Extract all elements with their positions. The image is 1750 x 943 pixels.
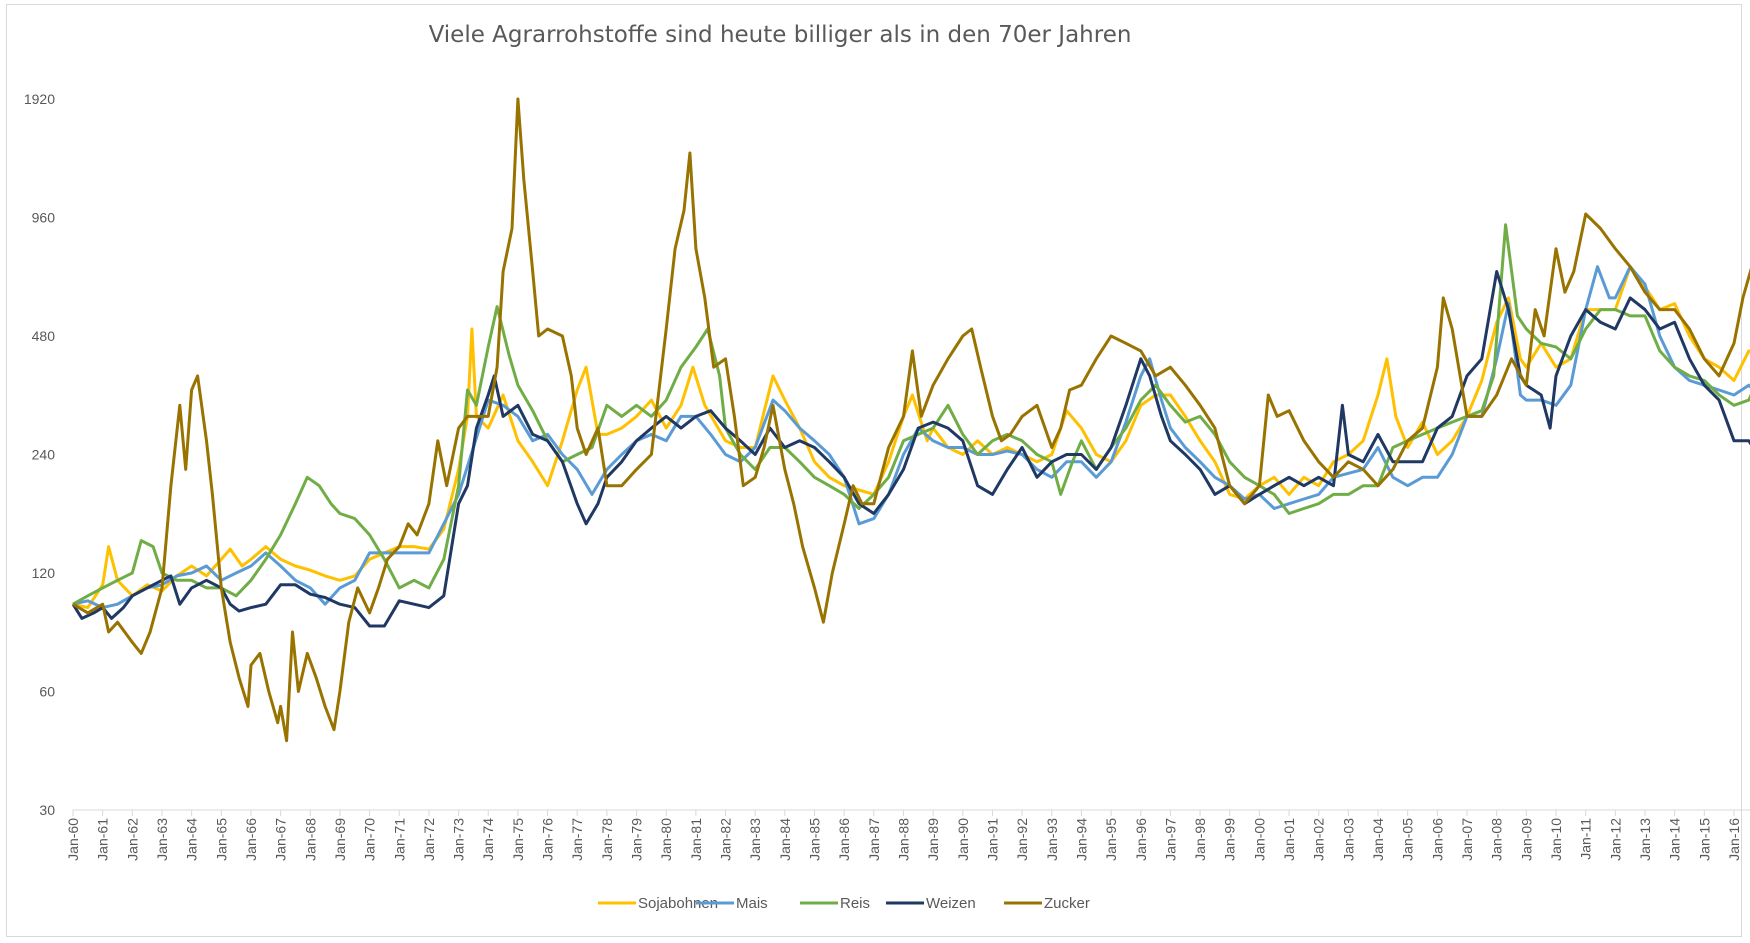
x-tick-label: Jan-14	[1667, 818, 1683, 861]
x-tick-label: Jan-80	[658, 818, 674, 861]
y-tick-label: 120	[32, 565, 56, 581]
x-tick-label: Jan-82	[718, 818, 734, 861]
x-tick-label: Jan-76	[540, 818, 556, 861]
x-tick-label: Jan-10	[1548, 818, 1564, 861]
x-tick-label: Jan-65	[213, 818, 229, 861]
y-axis-labels: 30 60 120 240 480 960 1920	[24, 91, 55, 818]
legend-label-reis: Reis	[840, 895, 870, 912]
legend-label-weizen: Weizen	[926, 895, 976, 912]
x-tick-label: Jan-13	[1637, 818, 1653, 861]
y-tick-label: 240	[32, 447, 56, 463]
x-tick-label: Jan-08	[1489, 818, 1505, 861]
y-tick-label: 480	[32, 328, 56, 344]
x-tick-label: Jan-09	[1518, 818, 1534, 861]
x-tick-label: Jan-00	[1251, 818, 1267, 861]
x-tick-label: Jan-91	[984, 818, 1000, 861]
x-tick-label: Jan-61	[95, 818, 111, 861]
x-tick-label: Jan-68	[302, 818, 318, 861]
series-lines	[71, 97, 1750, 743]
x-tick-label: Jan-97	[1162, 818, 1178, 861]
x-tick-label: Jan-07	[1459, 818, 1475, 861]
y-tick-label: 30	[39, 802, 55, 818]
x-tick-label: Jan-98	[1192, 818, 1208, 861]
x-tick-label: Jan-79	[629, 818, 645, 861]
x-tick-label: Jan-99	[1222, 818, 1238, 861]
x-tick-label: Jan-94	[1073, 818, 1089, 861]
x-tick-label: Jan-96	[1133, 818, 1149, 861]
x-tick-label: Jan-03	[1340, 818, 1356, 861]
x-tick-label: Jan-89	[925, 818, 941, 861]
x-tick-label: Jan-60	[65, 818, 81, 861]
x-tick-label: Jan-93	[1044, 818, 1060, 861]
x-tick-label: Jan-81	[688, 818, 704, 861]
chart-frame	[6, 4, 1742, 937]
x-tick-label: Jan-75	[510, 818, 526, 861]
x-tick-label: Jan-64	[184, 818, 200, 861]
x-tick-label: Jan-85	[807, 818, 823, 861]
x-tick-label: Jan-78	[599, 818, 615, 861]
legend-label-zucker: Zucker	[1044, 895, 1090, 912]
x-tick-label: Jan-71	[391, 818, 407, 861]
x-tick-label: Jan-77	[569, 818, 585, 861]
series-line-reis	[72, 223, 1750, 606]
x-tick-label: Jan-11	[1578, 818, 1594, 860]
x-tick-label: Jan-12	[1607, 818, 1623, 861]
x-tick-label: Jan-16	[1726, 818, 1742, 861]
x-tick-label: Jan-73	[451, 818, 467, 861]
series-line-mais	[72, 265, 1750, 610]
x-tick-label: Jan-05	[1400, 818, 1416, 861]
x-tick-label: Jan-69	[332, 818, 348, 861]
x-tick-label: Jan-15	[1696, 818, 1712, 861]
x-tick-label: Jan-86	[836, 818, 852, 861]
x-axis: Jan-60 Jan-61 Jan-62 Jan-63 Jan-64 Jan-65 Jan-…	[65, 809, 1750, 861]
y-tick-label: 60	[39, 684, 55, 700]
x-tick-label: Jan-62	[124, 818, 140, 861]
series-line-sojabohnen	[72, 265, 1750, 610]
x-tick-label: Jan-74	[480, 818, 496, 861]
y-tick-label: 1920	[24, 91, 55, 107]
x-tick-label: Jan-95	[1103, 818, 1119, 861]
x-tick-label: Jan-84	[777, 818, 793, 861]
legend-label-sojabohnen: Sojabohnen	[638, 895, 718, 912]
x-tick-label: Jan-88	[895, 818, 911, 861]
x-tick-label: Jan-87	[866, 818, 882, 861]
legend: Sojabohnen Mais Reis Weizen Zucker	[598, 895, 1090, 912]
series-line-weizen	[71, 270, 1750, 628]
x-tick-label: Jan-01	[1281, 818, 1297, 861]
x-tick-label: Jan-92	[1014, 818, 1030, 861]
x-tick-label: Jan-04	[1370, 818, 1386, 861]
x-tick-label: Jan-02	[1311, 818, 1327, 861]
x-tick-label: Jan-83	[747, 818, 763, 861]
x-tick-label: Jan-67	[273, 818, 289, 861]
chart-title: Viele Agrarrohstoffe sind heute billiger…	[428, 22, 1132, 48]
series-line-zucker	[72, 97, 1750, 743]
x-tick-label: Jan-06	[1429, 818, 1445, 861]
y-tick-label: 960	[32, 210, 56, 226]
legend-label-mais: Mais	[736, 895, 768, 912]
x-tick-label: Jan-90	[955, 818, 971, 861]
x-tick-label: Jan-72	[421, 818, 437, 861]
x-tick-label: Jan-63	[154, 818, 170, 861]
x-tick-label: Jan-66	[243, 818, 259, 861]
x-tick-label: Jan-70	[362, 818, 378, 861]
